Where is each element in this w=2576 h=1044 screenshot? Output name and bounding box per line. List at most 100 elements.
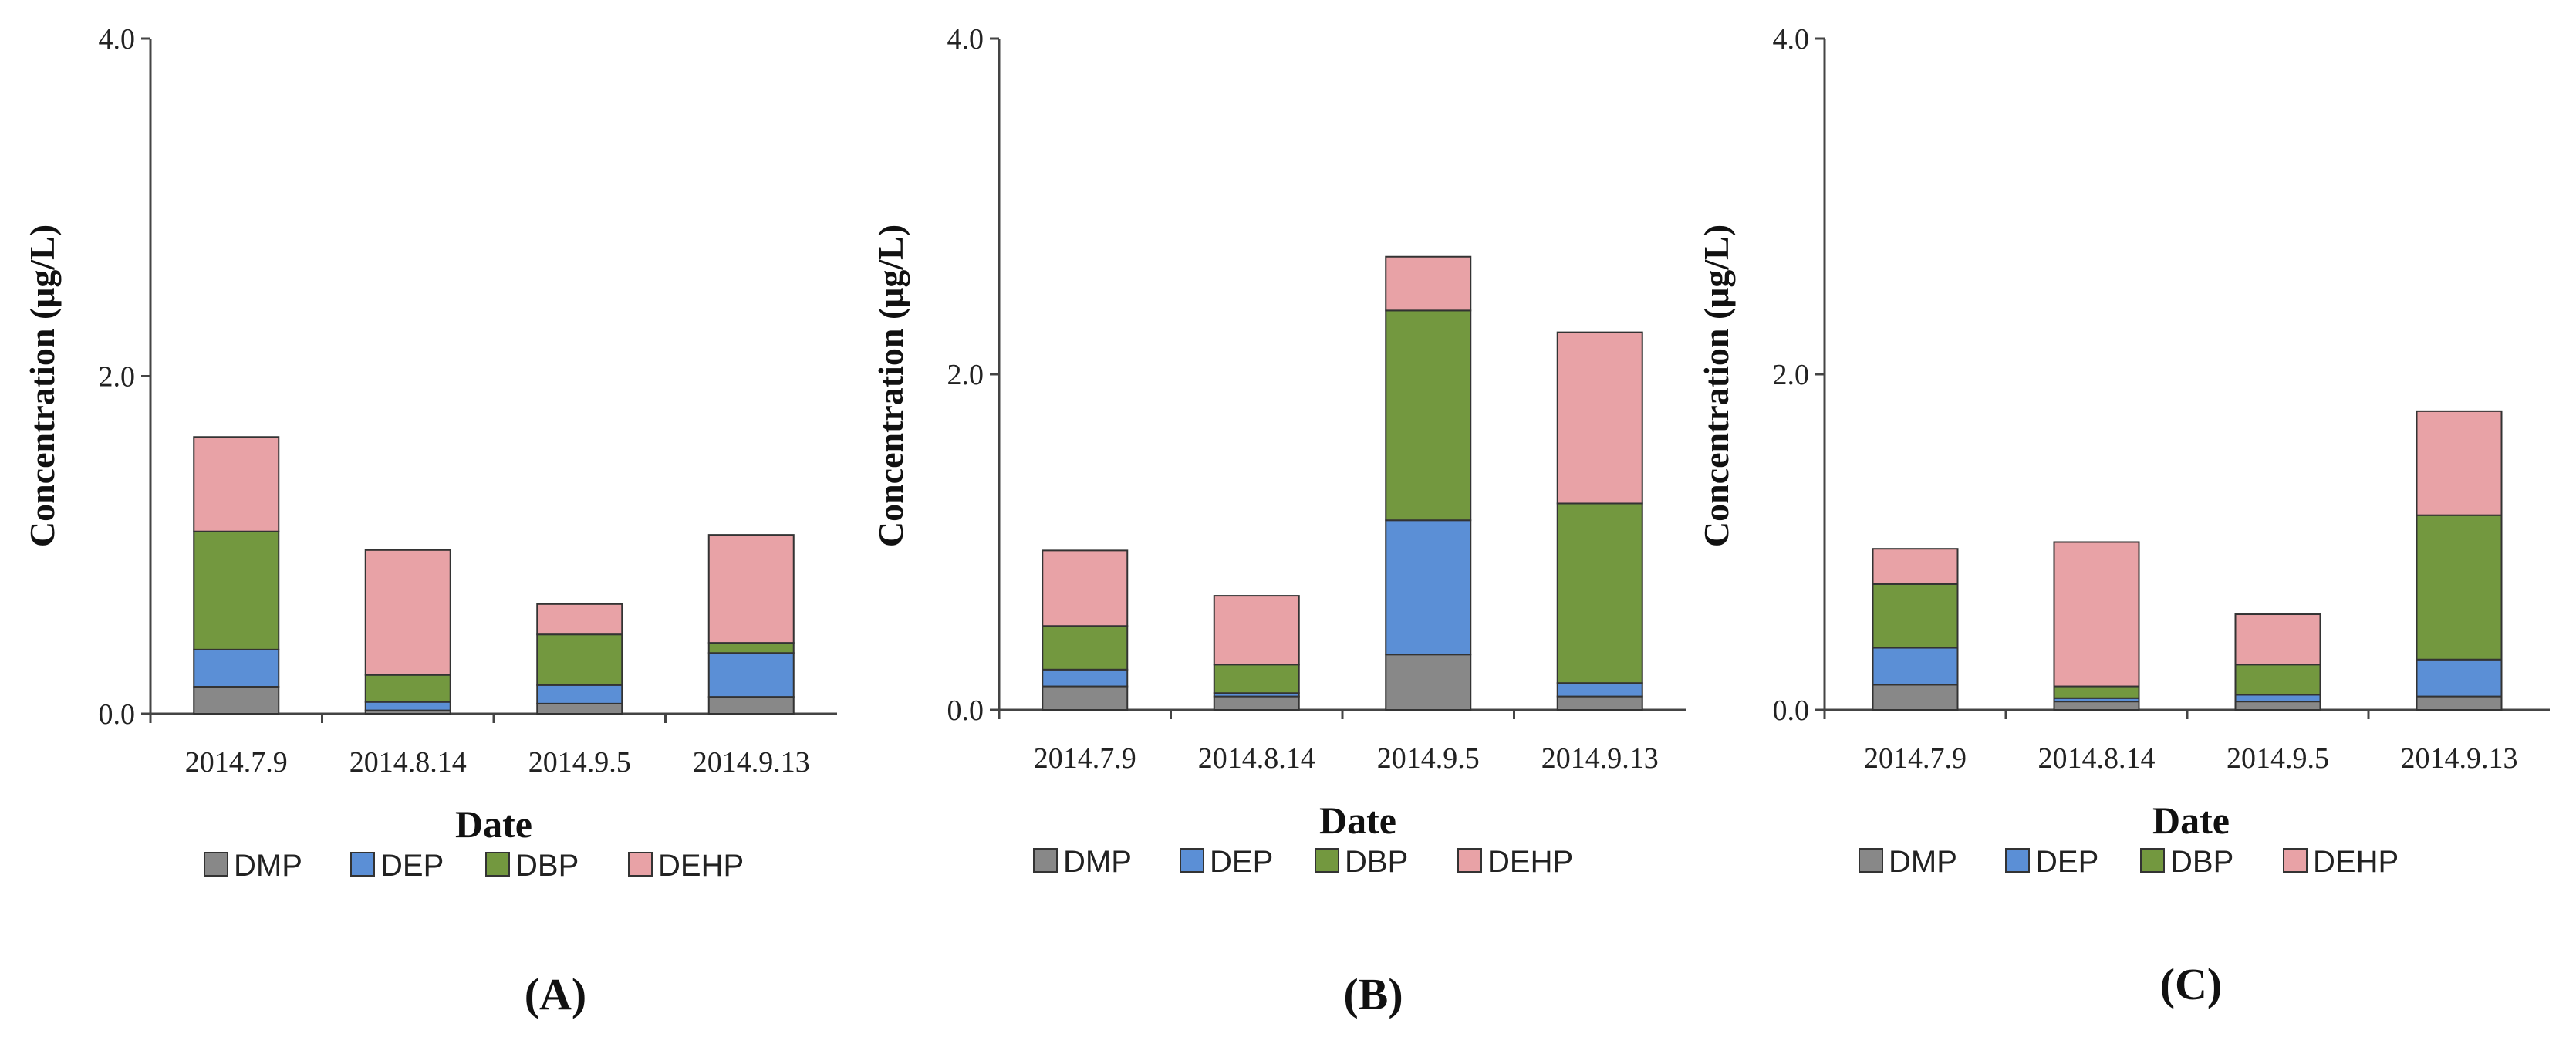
bar-dehp-2014.9.5	[1385, 255, 1472, 312]
x-axis-label: Date	[1319, 799, 1396, 842]
y-tick-label: 0.0	[1773, 694, 1810, 727]
y-tick-label: 2.0	[947, 359, 984, 391]
bar-dmp-2014.9.5	[536, 702, 623, 715]
x-tick-label: 2014.9.5	[2227, 742, 2329, 775]
bar-dbp-2014.9.5	[2234, 664, 2321, 696]
bar-dehp-2014.9.13	[707, 534, 795, 644]
legend-swatch-dbp	[485, 852, 510, 877]
bar-dehp-2014.8.14	[1213, 595, 1300, 666]
bar-dehp-2014.9.5	[2234, 613, 2321, 666]
bar-dmp-2014.8.14	[2053, 701, 2140, 711]
legend-label-dep: DEP	[1210, 845, 1273, 879]
legend-label-dmp: DMP	[1889, 845, 1957, 879]
y-axis-label: Concentration (μg/L)	[871, 225, 910, 547]
y-tick-label: 2.0	[1773, 359, 1810, 391]
legend-label-dehp: DEHP	[658, 849, 744, 883]
legend-label-dep: DEP	[2035, 845, 2098, 879]
x-axis-label: Date	[455, 802, 532, 846]
bar-dbp-2014.9.13	[2416, 514, 2503, 661]
x-axis-label: Date	[2152, 799, 2230, 842]
bar-dehp-2014.9.5	[536, 603, 623, 636]
bar-dmp-2014.9.13	[2416, 695, 2503, 711]
x-tick-label: 2014.8.14	[1198, 742, 1315, 775]
y-tick-label: 4.0	[947, 23, 984, 56]
legend-label-dep: DEP	[380, 849, 444, 883]
bar-dmp-2014.9.13	[1556, 695, 1643, 711]
bar-dep-2014.9.13	[2416, 658, 2503, 698]
y-tick-label: 4.0	[1773, 23, 1810, 56]
legend-swatch-dehp	[628, 852, 653, 877]
chart-panel-c: Concentration (μg/L) 0.0 2.0 4.0 2014.7.9 2…	[1697, 23, 2550, 1009]
bar-dehp-2014.9.13	[1556, 331, 1643, 505]
bar-dbp-2014.9.5	[536, 633, 623, 686]
chart-panel-a: Concentration (μg/L) 0.0 2.0 4.0 2014.7.9 2…	[22, 23, 837, 1019]
bar-dbp-2014.9.5	[1385, 309, 1472, 522]
legend-swatch-dbp	[2140, 848, 2165, 873]
bar-dep-2014.9.5	[1385, 519, 1472, 656]
panel-label: (C)	[2160, 959, 2223, 1009]
bar-dbp-2014.8.14	[1213, 664, 1300, 694]
legend-label-dmp: DMP	[1063, 845, 1132, 879]
legend-label-dbp: DBP	[2170, 845, 2233, 879]
x-tick-label: 2014.9.5	[528, 746, 631, 779]
y-axis-label: Concentration (μg/L)	[1697, 225, 1736, 547]
bar-dehp-2014.9.13	[2416, 410, 2503, 516]
bar-dmp-2014.7.9	[1872, 684, 1959, 711]
bar-dep-2014.7.9	[193, 648, 280, 688]
bar-dehp-2014.7.9	[1872, 548, 1959, 585]
bar-dbp-2014.7.9	[193, 530, 280, 650]
legend-swatch-dmp	[204, 852, 228, 877]
legend-label-dehp: DEHP	[2313, 845, 2399, 879]
bar-dep-2014.9.5	[2234, 694, 2321, 703]
bar-dep-2014.9.5	[536, 684, 623, 704]
bar-dep-2014.9.13	[1556, 682, 1643, 698]
panel-label: (B)	[1343, 969, 1403, 1019]
bar-dbp-2014.8.14	[364, 674, 451, 703]
bar-dbp-2014.7.9	[1872, 583, 1959, 649]
x-tick-label: 2014.7.9	[185, 746, 288, 779]
bar-dehp-2014.7.9	[193, 436, 280, 532]
legend-swatch-dep	[350, 852, 375, 877]
x-tick-label: 2014.9.13	[693, 746, 810, 779]
legend-swatch-dep	[2005, 848, 2030, 873]
bar-dbp-2014.7.9	[1042, 625, 1129, 671]
x-tick-label: 2014.9.13	[1541, 742, 1659, 775]
legend: DMP DEP DBP DEHP	[1033, 845, 1573, 879]
legend: DMP DEP DBP DEHP	[1859, 845, 2399, 879]
y-tick-label: 4.0	[99, 23, 136, 56]
bar-dep-2014.7.9	[1042, 668, 1129, 688]
y-tick-label: 2.0	[99, 361, 136, 394]
bar-dehp-2014.8.14	[2053, 541, 2140, 688]
y-axis-label: Concentration (μg/L)	[22, 225, 62, 547]
y-tick-label: 0.0	[947, 694, 984, 727]
x-tick-label: 2014.7.9	[1864, 742, 1967, 775]
x-tick-label: 2014.9.13	[2401, 742, 2518, 775]
legend-swatch-dbp	[1315, 848, 1339, 873]
x-tick-label: 2014.8.14	[2038, 742, 2156, 775]
legend-swatch-dmp	[1033, 848, 1058, 873]
bar-dehp-2014.7.9	[1042, 549, 1129, 627]
bar-dmp-2014.7.9	[1042, 685, 1129, 711]
legend-swatch-dehp	[2283, 848, 2308, 873]
legend-label-dbp: DBP	[1345, 845, 1408, 879]
bar-dmp-2014.7.9	[193, 686, 280, 715]
x-tick-label: 2014.9.5	[1377, 742, 1480, 775]
bar-dmp-2014.9.5	[2234, 701, 2321, 711]
bar-dbp-2014.9.13	[707, 642, 795, 654]
legend-swatch-dehp	[1457, 848, 1482, 873]
legend: DMP DEP DBP DEHP	[204, 849, 744, 883]
bar-dmp-2014.9.13	[707, 696, 795, 715]
bar-dep-2014.9.13	[707, 652, 795, 698]
bar-dehp-2014.8.14	[364, 549, 451, 676]
bar-dbp-2014.8.14	[2053, 685, 2140, 699]
legend-label-dbp: DBP	[515, 849, 579, 883]
legend-swatch-dmp	[1859, 848, 1883, 873]
legend-swatch-dep	[1180, 848, 1204, 873]
bar-dmp-2014.9.5	[1385, 654, 1472, 711]
bar-dbp-2014.9.13	[1556, 502, 1643, 684]
bar-dmp-2014.8.14	[1213, 695, 1300, 711]
panel-label: (A)	[525, 969, 587, 1019]
bar-dep-2014.7.9	[1872, 647, 1959, 686]
y-tick-label: 0.0	[99, 698, 136, 731]
